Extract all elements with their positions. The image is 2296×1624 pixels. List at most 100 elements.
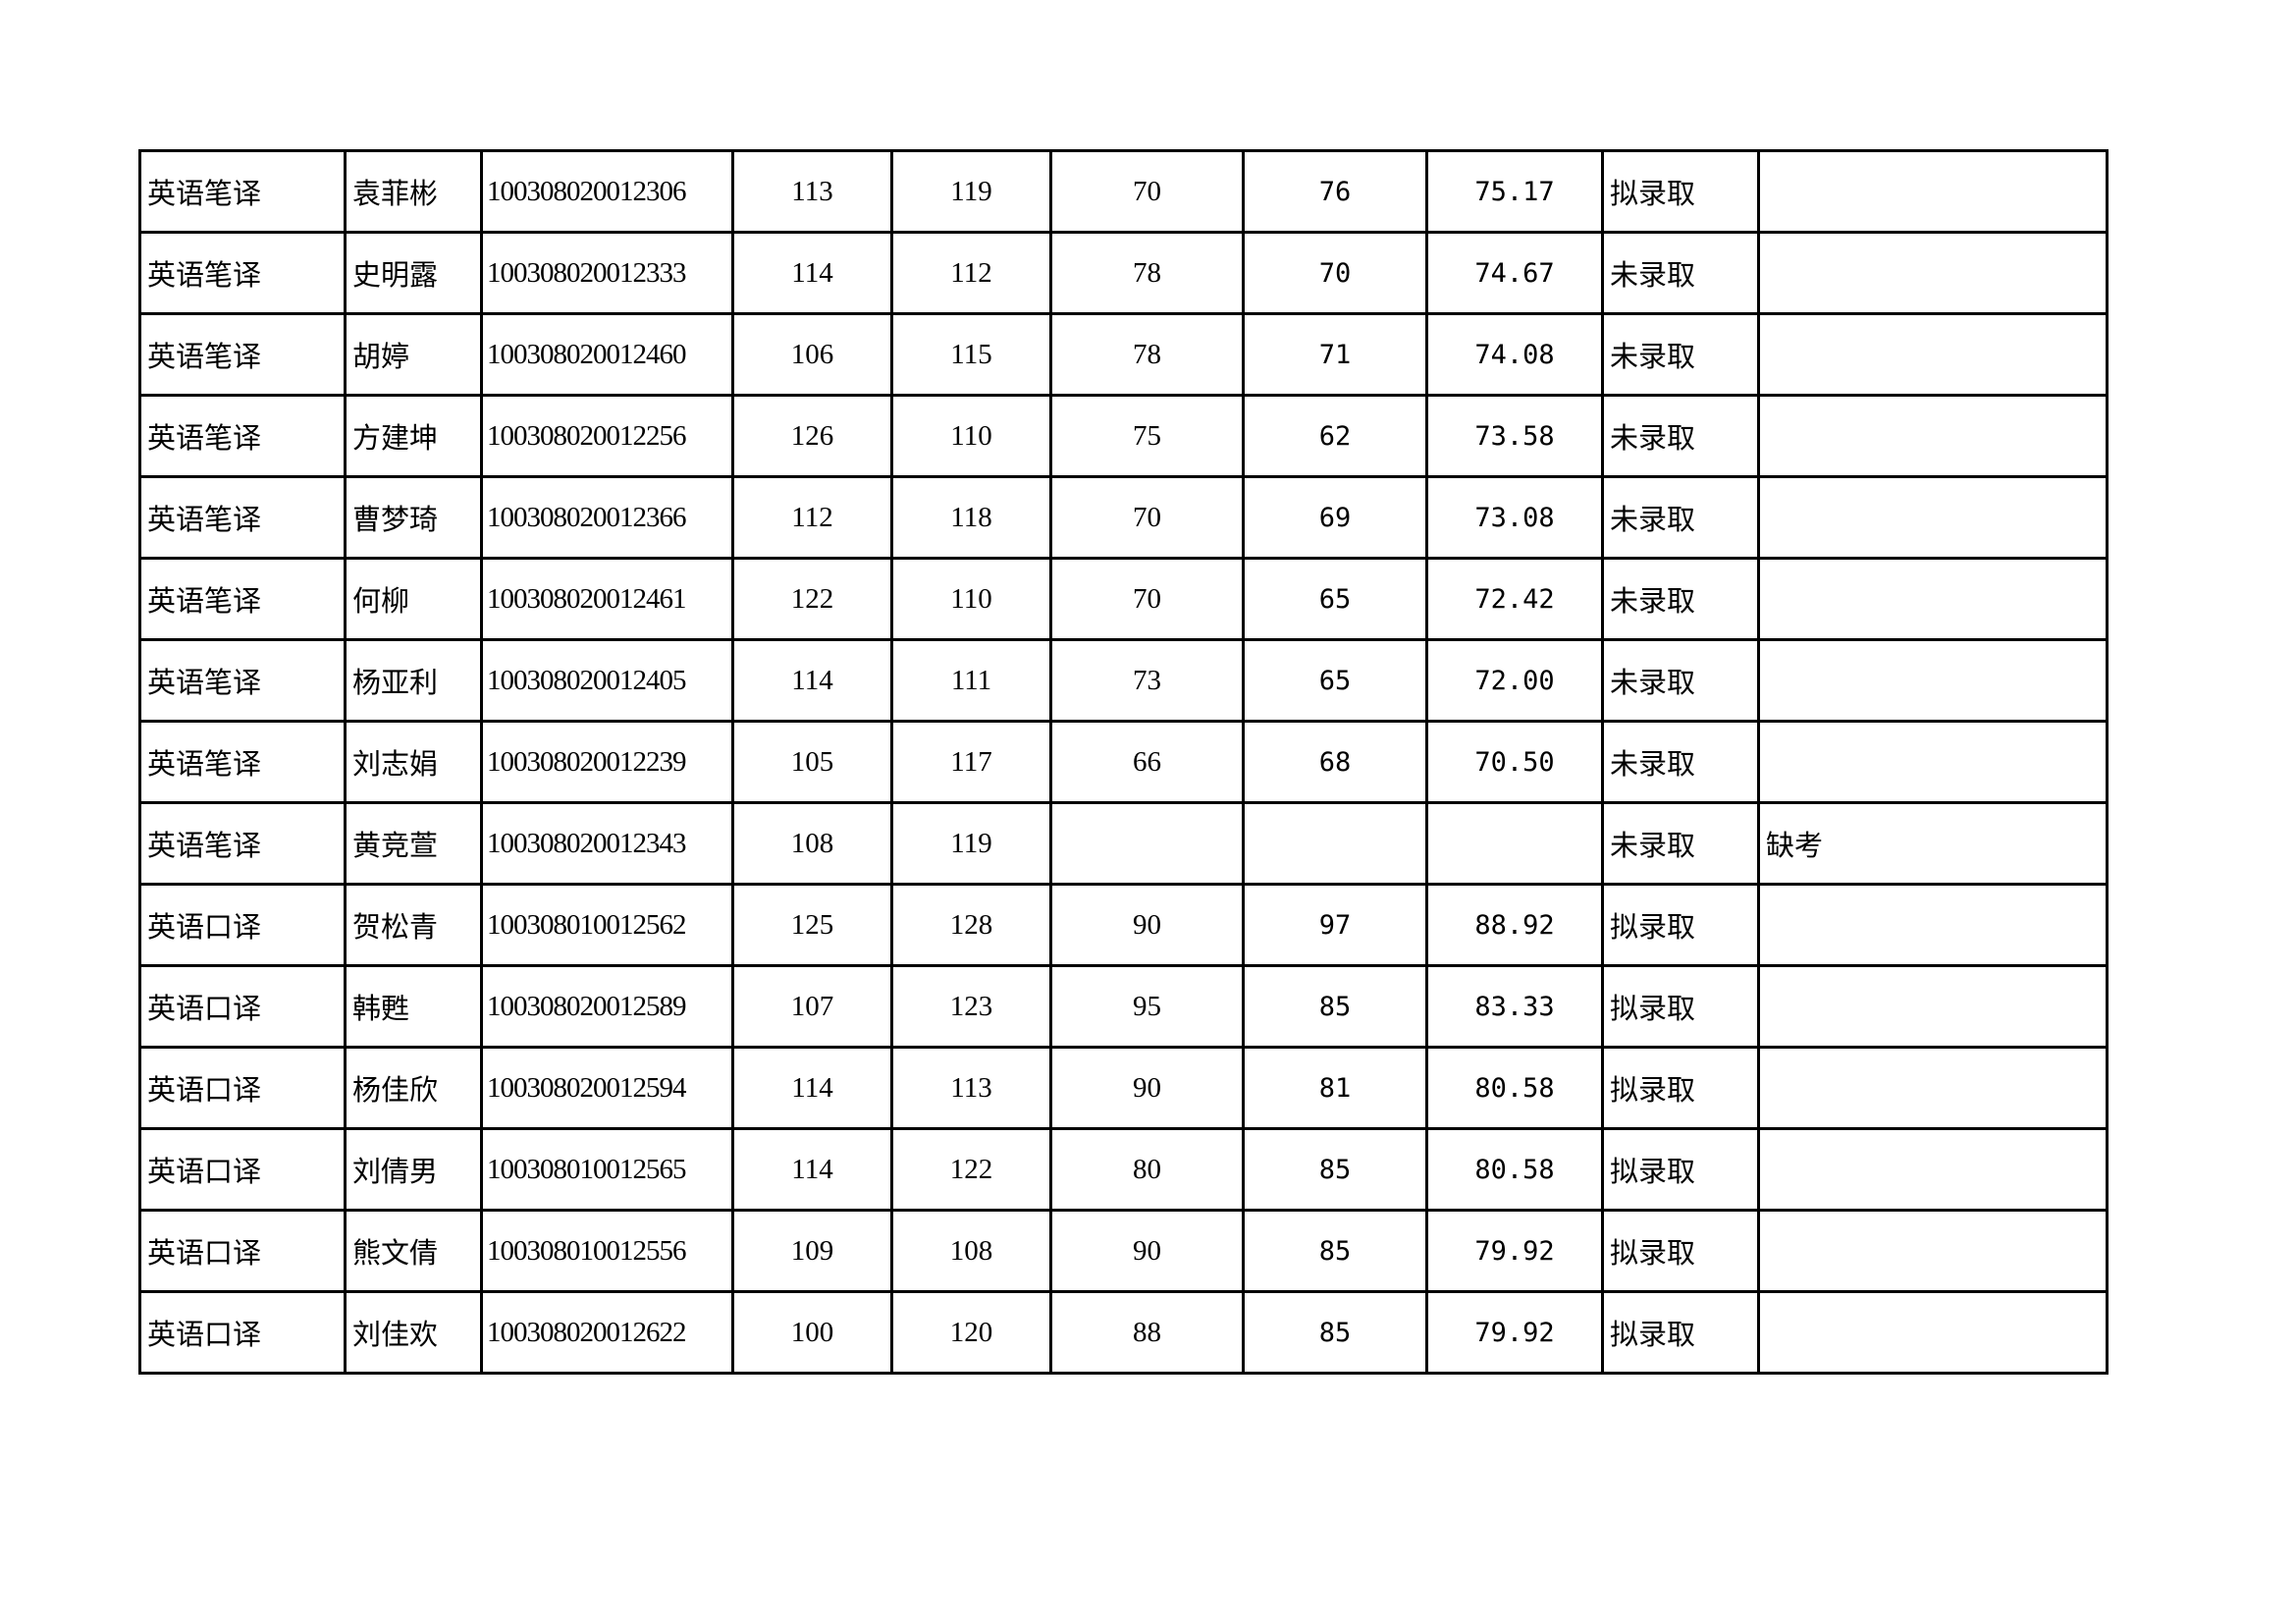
status-cell: 未录取 [1601, 475, 1760, 560]
score-3-cell: 70 [1049, 475, 1245, 560]
major-cell: 英语口译 [138, 1127, 347, 1212]
score-3-cell: 78 [1049, 231, 1245, 315]
name-cell: 贺松青 [344, 883, 483, 967]
status-cell: 拟录取 [1601, 964, 1760, 1049]
major-cell: 英语笔译 [138, 720, 347, 804]
score-4-cell: 85 [1242, 964, 1428, 1049]
total-score-cell: 80.58 [1425, 1046, 1604, 1130]
score-1-cell: 106 [731, 312, 893, 397]
score-1-cell: 113 [731, 149, 893, 234]
table-row: 英语口译 刘佳欢 100308020012622 100 120 88 85 79.92 拟录取 [138, 1290, 2109, 1375]
name-cell: 刘佳欢 [344, 1290, 483, 1375]
total-score-cell: 74.67 [1425, 231, 1604, 315]
candidate-id-cell: 100308020012405 [480, 638, 734, 723]
name-cell: 胡婷 [344, 312, 483, 397]
status-cell: 未录取 [1601, 312, 1760, 397]
major-cell: 英语笔译 [138, 638, 347, 723]
name-cell: 韩甦 [344, 964, 483, 1049]
score-3-cell: 88 [1049, 1290, 1245, 1375]
candidate-id-cell: 100308010012562 [480, 883, 734, 967]
note-cell [1757, 1046, 2109, 1130]
table-row: 英语笔译 何柳 100308020012461 122 110 70 65 72.42 未录取 [138, 557, 2109, 641]
name-cell: 黄竞萱 [344, 801, 483, 886]
candidate-id-cell: 100308020012622 [480, 1290, 734, 1375]
status-cell: 拟录取 [1601, 149, 1760, 234]
name-cell: 袁菲彬 [344, 149, 483, 234]
candidate-id-cell: 100308010012565 [480, 1127, 734, 1212]
total-score-cell: 75.17 [1425, 149, 1604, 234]
name-cell: 杨亚利 [344, 638, 483, 723]
score-3-cell: 90 [1049, 883, 1245, 967]
total-score-cell: 70.50 [1425, 720, 1604, 804]
score-4-cell: 71 [1242, 312, 1428, 397]
score-3-cell: 75 [1049, 394, 1245, 478]
score-3-cell: 95 [1049, 964, 1245, 1049]
note-cell [1757, 1209, 2109, 1293]
major-cell: 英语口译 [138, 1209, 347, 1293]
score-2-cell: 120 [890, 1290, 1052, 1375]
score-2-cell: 112 [890, 231, 1052, 315]
name-cell: 刘志娟 [344, 720, 483, 804]
score-2-cell: 122 [890, 1127, 1052, 1212]
candidate-id-cell: 100308020012594 [480, 1046, 734, 1130]
total-score-cell: 88.92 [1425, 883, 1604, 967]
table-body: 英语笔译 袁菲彬 100308020012306 113 119 70 76 75.17 拟录取… [138, 149, 2109, 1375]
table-row: 英语口译 刘倩男 100308010012565 114 122 80 85 80.58 拟录取 [138, 1127, 2109, 1212]
candidate-id-cell: 100308020012343 [480, 801, 734, 886]
candidate-id-cell: 100308020012333 [480, 231, 734, 315]
table-row: 英语笔译 曹梦琦 100308020012366 112 118 70 69 73.08 未录取 [138, 475, 2109, 560]
note-cell [1757, 720, 2109, 804]
major-cell: 英语笔译 [138, 475, 347, 560]
score-1-cell: 126 [731, 394, 893, 478]
note-cell [1757, 394, 2109, 478]
total-score-cell: 72.00 [1425, 638, 1604, 723]
table-row: 英语笔译 胡婷 100308020012460 106 115 78 71 74.08 未录取 [138, 312, 2109, 397]
candidate-id-cell: 100308020012256 [480, 394, 734, 478]
score-3-cell [1049, 801, 1245, 886]
major-cell: 英语笔译 [138, 557, 347, 641]
total-score-cell: 80.58 [1425, 1127, 1604, 1212]
note-cell [1757, 1290, 2109, 1375]
table-row: 英语笔译 方建坤 100308020012256 126 110 75 62 73.58 未录取 [138, 394, 2109, 478]
major-cell: 英语笔译 [138, 149, 347, 234]
note-cell [1757, 231, 2109, 315]
score-2-cell: 119 [890, 801, 1052, 886]
candidate-id-cell: 100308010012556 [480, 1209, 734, 1293]
name-cell: 方建坤 [344, 394, 483, 478]
admission-results-table: 英语笔译 袁菲彬 100308020012306 113 119 70 76 75.17 拟录取… [138, 149, 2109, 1375]
table-row: 英语笔译 史明露 100308020012333 114 112 78 70 74.67 未录取 [138, 231, 2109, 315]
score-2-cell: 115 [890, 312, 1052, 397]
table-row: 英语口译 贺松青 100308010012562 125 128 90 97 88.92 拟录取 [138, 883, 2109, 967]
table-row: 英语口译 杨佳欣 100308020012594 114 113 90 81 80.58 拟录取 [138, 1046, 2109, 1130]
score-4-cell: 62 [1242, 394, 1428, 478]
score-2-cell: 119 [890, 149, 1052, 234]
table-row: 英语笔译 黄竞萱 100308020012343 108 119 未录取 缺考 [138, 801, 2109, 886]
score-2-cell: 110 [890, 394, 1052, 478]
score-3-cell: 66 [1049, 720, 1245, 804]
candidate-id-cell: 100308020012460 [480, 312, 734, 397]
note-cell [1757, 1127, 2109, 1212]
score-4-cell: 76 [1242, 149, 1428, 234]
note-cell [1757, 312, 2109, 397]
score-3-cell: 73 [1049, 638, 1245, 723]
score-2-cell: 110 [890, 557, 1052, 641]
score-1-cell: 100 [731, 1290, 893, 1375]
table-row: 英语口译 韩甦 100308020012589 107 123 95 85 83.33 拟录取 [138, 964, 2109, 1049]
total-score-cell: 73.08 [1425, 475, 1604, 560]
score-4-cell: 68 [1242, 720, 1428, 804]
status-cell: 拟录取 [1601, 1290, 1760, 1375]
score-2-cell: 118 [890, 475, 1052, 560]
name-cell: 熊文倩 [344, 1209, 483, 1293]
candidate-id-cell: 100308020012239 [480, 720, 734, 804]
status-cell: 拟录取 [1601, 1046, 1760, 1130]
score-4-cell: 81 [1242, 1046, 1428, 1130]
major-cell: 英语口译 [138, 1290, 347, 1375]
score-3-cell: 90 [1049, 1046, 1245, 1130]
score-4-cell: 97 [1242, 883, 1428, 967]
score-3-cell: 78 [1049, 312, 1245, 397]
score-3-cell: 70 [1049, 149, 1245, 234]
total-score-cell: 72.42 [1425, 557, 1604, 641]
note-cell [1757, 964, 2109, 1049]
name-cell: 史明露 [344, 231, 483, 315]
score-4-cell: 69 [1242, 475, 1428, 560]
